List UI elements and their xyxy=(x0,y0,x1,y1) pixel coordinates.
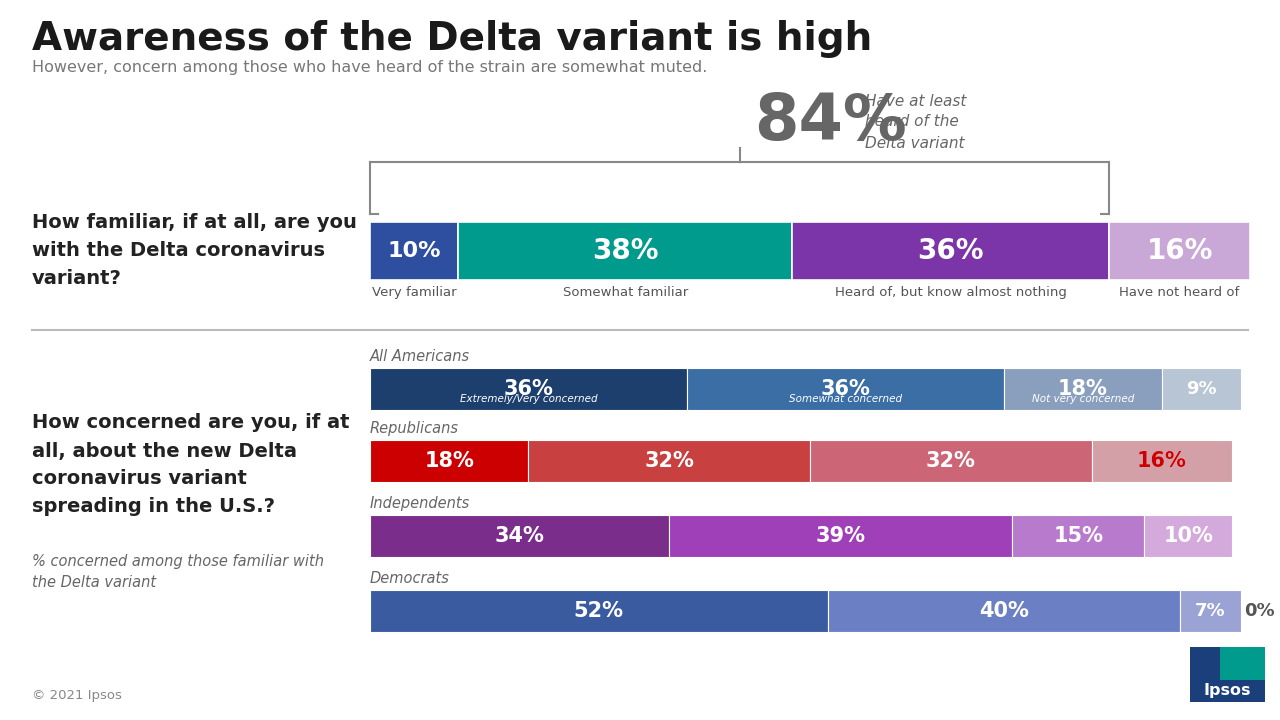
Text: Awareness of the Delta variant is high: Awareness of the Delta variant is high xyxy=(32,20,872,58)
Text: Democrats: Democrats xyxy=(370,571,449,586)
Bar xyxy=(810,440,1092,482)
Bar xyxy=(1110,222,1251,280)
Bar xyxy=(1012,515,1144,557)
Text: Heard of, but know almost nothing: Heard of, but know almost nothing xyxy=(835,286,1066,299)
Text: 39%: 39% xyxy=(815,526,865,546)
Text: Independents: Independents xyxy=(370,496,470,511)
Text: Somewhat familiar: Somewhat familiar xyxy=(563,286,687,299)
Text: 7%: 7% xyxy=(1196,602,1226,620)
Text: 0%: 0% xyxy=(1244,602,1275,620)
Text: However, concern among those who have heard of the strain are somewhat muted.: However, concern among those who have he… xyxy=(32,60,708,75)
Bar xyxy=(1180,590,1242,632)
Bar xyxy=(1190,647,1265,702)
Bar xyxy=(1004,368,1162,410)
Text: How concerned are you, if at
all, about the new Delta
coronavirus variant
spread: How concerned are you, if at all, about … xyxy=(32,413,349,516)
Text: 38%: 38% xyxy=(591,237,658,265)
Text: All Americans: All Americans xyxy=(370,349,470,364)
Bar xyxy=(458,222,792,280)
Text: 9%: 9% xyxy=(1187,380,1217,398)
Text: 32%: 32% xyxy=(644,451,694,471)
Text: 36%: 36% xyxy=(503,379,553,399)
Bar xyxy=(669,515,1012,557)
Text: 16%: 16% xyxy=(1137,451,1187,471)
Text: 18%: 18% xyxy=(1057,379,1107,399)
Text: Republicans: Republicans xyxy=(370,421,460,436)
Bar xyxy=(828,590,1180,632)
Text: 10%: 10% xyxy=(1164,526,1213,546)
Bar xyxy=(1220,647,1265,680)
Text: © 2021 Ipsos: © 2021 Ipsos xyxy=(32,689,122,702)
Bar xyxy=(1092,440,1233,482)
Bar xyxy=(370,590,828,632)
Bar xyxy=(1162,368,1242,410)
Bar xyxy=(687,368,1004,410)
Text: 36%: 36% xyxy=(820,379,870,399)
Text: 32%: 32% xyxy=(925,451,975,471)
Text: Very familiar: Very familiar xyxy=(371,286,456,299)
Text: Somewhat concerned: Somewhat concerned xyxy=(788,394,902,404)
Text: 16%: 16% xyxy=(1147,237,1212,265)
Text: 40%: 40% xyxy=(979,601,1029,621)
Text: Have not heard of: Have not heard of xyxy=(1120,286,1240,299)
Bar xyxy=(792,222,1110,280)
Text: 10%: 10% xyxy=(388,241,440,261)
Text: 16%: 16% xyxy=(1137,451,1187,471)
Text: 36%: 36% xyxy=(918,237,984,265)
Bar xyxy=(370,515,669,557)
Bar xyxy=(529,440,810,482)
Text: 15%: 15% xyxy=(1053,526,1103,546)
Text: Ipsos: Ipsos xyxy=(1203,683,1251,698)
Text: 84%: 84% xyxy=(755,91,908,153)
Text: % concerned among those familiar with
the Delta variant: % concerned among those familiar with th… xyxy=(32,554,324,590)
Text: 34%: 34% xyxy=(494,526,544,546)
Bar xyxy=(370,222,458,280)
Bar xyxy=(370,368,687,410)
Bar xyxy=(1144,515,1233,557)
Text: Not very concerned: Not very concerned xyxy=(1032,394,1134,404)
Text: 52%: 52% xyxy=(573,601,623,621)
Bar xyxy=(370,440,529,482)
Text: 18%: 18% xyxy=(424,451,474,471)
Text: Extremely/Very concerned: Extremely/Very concerned xyxy=(460,394,598,404)
Text: Have at least
heard of the
Delta variant: Have at least heard of the Delta variant xyxy=(864,94,966,150)
Text: How familiar, if at all, are you
with the Delta coronavirus
variant?: How familiar, if at all, are you with th… xyxy=(32,214,357,289)
